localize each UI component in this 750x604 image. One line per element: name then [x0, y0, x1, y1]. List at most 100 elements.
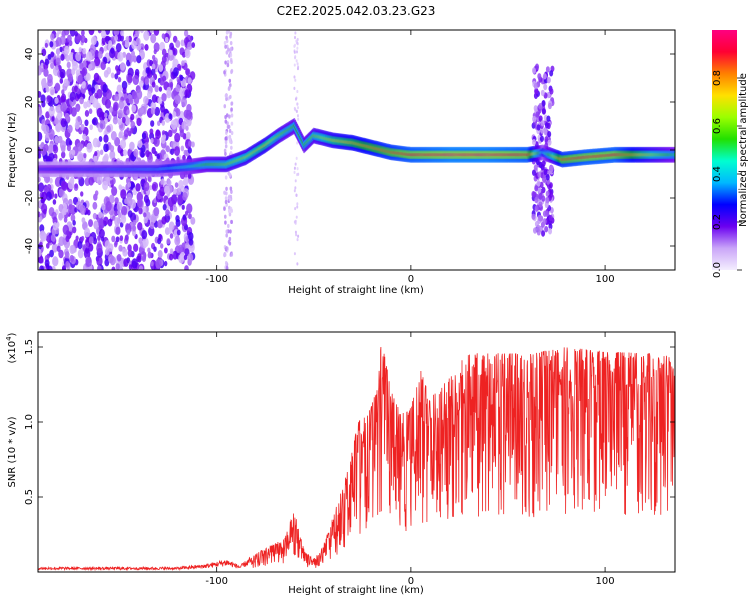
- heatmap-cell: [103, 153, 109, 162]
- heatmap-cell: [103, 216, 109, 226]
- heatmap-cell: [42, 77, 47, 84]
- heatmap-cell: [168, 49, 173, 56]
- heatmap-cell: [63, 216, 68, 223]
- heatmap-cell: [173, 188, 178, 194]
- heatmap-cell: [545, 174, 550, 181]
- heatmap-cell: [227, 208, 231, 214]
- heatmap-cell: [229, 206, 233, 211]
- heatmap-cell: [181, 97, 188, 107]
- heatmap-cell: [66, 68, 73, 78]
- heatmap-cell: [169, 248, 174, 254]
- heatmap-cell: [81, 81, 86, 89]
- heatmap-cell: [225, 246, 228, 251]
- heatmap-cell: [296, 202, 299, 206]
- heatmap-cell: [92, 137, 99, 148]
- heatmap-cell: [123, 129, 129, 138]
- heatmap-cell: [108, 194, 115, 204]
- heatmap-cell: [97, 50, 103, 59]
- heatmap-cell: [92, 201, 98, 210]
- heatmap-cell: [225, 39, 229, 44]
- heatmap-cell: [157, 237, 162, 245]
- x-tick-label: -100: [205, 576, 228, 587]
- heatmap-cell: [167, 179, 172, 187]
- heatmap-cell: [122, 248, 128, 257]
- heatmap-cell: [168, 221, 175, 231]
- heatmap-cell: [38, 131, 43, 142]
- heatmap-cell: [295, 193, 298, 198]
- heatmap-cell: [55, 65, 59, 71]
- heatmap-cell: [120, 189, 127, 200]
- heatmap-cell: [294, 186, 297, 190]
- heatmap-cell: [44, 42, 48, 48]
- heatmap-cell: [169, 253, 174, 261]
- heatmap-cell: [295, 109, 298, 113]
- heatmap-cell: [225, 130, 228, 136]
- heatmap-cell: [296, 205, 299, 209]
- heatmap-cell: [296, 42, 299, 46]
- heatmap-noise-layer: [38, 30, 555, 270]
- heatmap-cell: [184, 265, 189, 270]
- heatmap-cell: [43, 143, 49, 152]
- heatmap-cell: [125, 35, 130, 43]
- heatmap-cell: [60, 118, 67, 128]
- heatmap-cell: [297, 65, 300, 69]
- heatmap-cell: [228, 78, 232, 83]
- heatmap-cell: [82, 47, 87, 55]
- heatmap-cell: [50, 51, 55, 58]
- heatmap-cell: [102, 83, 108, 93]
- heatmap-cell: [69, 30, 76, 37]
- heatmap-cell: [229, 41, 233, 46]
- colorbar-label: Normalized spectral amplitude: [738, 73, 749, 227]
- heatmap-cell: [127, 181, 132, 188]
- heatmap-cell: [129, 127, 134, 134]
- heatmap-cell: [224, 93, 228, 98]
- heatmap-cell: [86, 209, 91, 216]
- heatmap-cell: [54, 117, 59, 125]
- heatmap-cell: [62, 224, 69, 235]
- heatmap-cell: [230, 59, 233, 65]
- heatmap-cell: [108, 114, 112, 120]
- heatmap-cell: [143, 194, 149, 204]
- heatmap-cell: [38, 182, 45, 193]
- heatmap-cell: [50, 62, 55, 70]
- heatmap-cell: [75, 51, 82, 62]
- heatmap-cell: [230, 113, 234, 118]
- heatmap-cell: [49, 177, 53, 184]
- heatmap-cell: [115, 65, 119, 71]
- heatmap-cell: [230, 69, 233, 75]
- heatmap-cell: [185, 131, 191, 140]
- heatmap-cell: [81, 67, 88, 76]
- heatmap-cell: [176, 229, 181, 236]
- heatmap-cell: [58, 236, 65, 247]
- heatmap-cell: [294, 78, 297, 82]
- heatmap-cell: [63, 78, 69, 87]
- heatmap-cell: [38, 248, 42, 258]
- heatmap-cell: [65, 54, 70, 62]
- heatmap-cell: [56, 112, 62, 121]
- heatmap-cell: [176, 194, 184, 205]
- heatmap-cell: [117, 51, 124, 62]
- heatmap-cell: [296, 237, 299, 242]
- heatmap-cell: [175, 40, 181, 48]
- heatmap-cell: [546, 76, 551, 84]
- heatmap-cell: [548, 214, 553, 222]
- heatmap-cell: [141, 229, 148, 240]
- heatmap-cell: [70, 107, 77, 117]
- heatmap-cell: [546, 122, 551, 130]
- heatmap-cell: [61, 207, 67, 216]
- heatmap-cell: [188, 140, 192, 147]
- heatmap-cell: [186, 117, 192, 127]
- heatmap-cell: [537, 187, 542, 194]
- heatmap-cell: [64, 30, 70, 36]
- heatmap-cell: [230, 189, 233, 194]
- heatmap-cell: [139, 106, 144, 114]
- heatmap-cell: [104, 98, 112, 109]
- heatmap-cell: [109, 150, 115, 159]
- heatmap-cell: [133, 148, 139, 157]
- heatmap-cell: [172, 111, 177, 118]
- heatmap-cell: [117, 109, 123, 119]
- heatmap-cell: [175, 218, 181, 227]
- heatmap-cell: [181, 121, 187, 130]
- heatmap-cell: [173, 67, 179, 77]
- heatmap-cell: [96, 243, 103, 254]
